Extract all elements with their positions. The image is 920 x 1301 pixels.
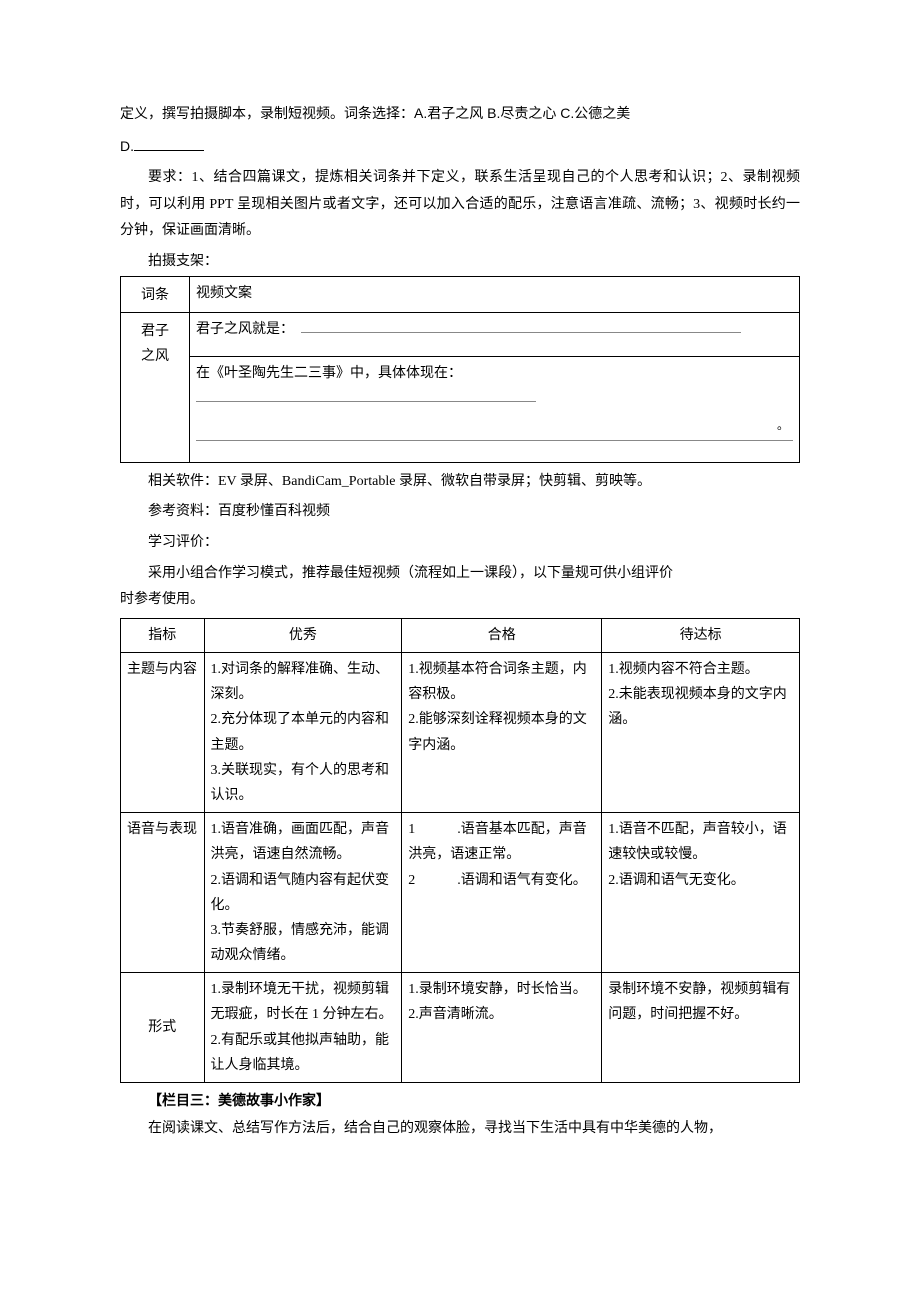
table-row: 指标 优秀 合格 待达标 [121,618,800,652]
intro-line-d: D. [120,133,800,162]
t2-r1-c4: 1.语音不匹配，声音较小，语速较快或较慢。 2.语调和语气无变化。 [602,813,800,973]
t2-r2-c2: 1.录制环境无干扰，视频剪辑无瑕疵，时长在 1 分钟左右。 2.有配乐或其他拟声… [204,973,402,1083]
t2-r0-c1: 主题与内容 [121,653,205,813]
section3-title: 【栏目三：美德故事小作家】 [120,1089,800,1116]
t1-r2-c2: 在《叶圣陶先生二三事》中，具体体现在： 。 [190,356,800,462]
blank-line-full: 。 [196,417,793,440]
t2-r2-c1: 形式 [121,973,205,1083]
table-row: 词条 视频文案 [121,276,800,312]
table-row: 形式 1.录制环境无干扰，视频剪辑无瑕疵，时长在 1 分钟左右。 2.有配乐或其… [121,973,800,1083]
t1-r1-c1-l2: 之风 [141,349,169,364]
t1-r1-c1: 君子 之风 [121,312,190,462]
t2-h2: 合格 [402,618,602,652]
intro-line-1: 定义，撰写拍摄脚本，录制短视频。词条选择：A.君子之风 B.尽责之心 C.公德之… [120,100,800,129]
t2-r2-c3: 1.录制环境安静，时长恰当。 2.声音清晰流。 [402,973,602,1083]
t2-r2-c4: 录制环境不安静，视频剪辑有问题，时间把握不好。 [602,973,800,1083]
software-line: 相关软件：EV 录屏、BandiCam_Portable 录屏、微软自带录屏；快… [120,469,800,496]
table-row: 在《叶圣陶先生二三事》中，具体体现在： 。 [121,356,800,462]
t2-r1-c3: 1 .语音基本匹配，声音洪亮，语速正常。 2 .语调和语气有变化。 [402,813,602,973]
eval-desc-tail: 时参考使用。 [120,587,800,614]
t2-r1-c1: 语音与表现 [121,813,205,973]
requirements-para: 要求：1、结合四篇课文，提炼相关词条并下定义，联系生活呈现自己的个人思考和认识；… [120,165,800,245]
t2-r0-c4: 1.视频内容不符合主题。 2.未能表现视频本身的文字内涵。 [602,653,800,813]
requirements-text: 要求：1、结合四篇课文，提炼相关词条并下定义，联系生活呈现自己的个人思考和认识；… [120,170,800,238]
document-page: 定义，撰写拍摄脚本，录制短视频。词条选择：A.君子之风 B.尽责之心 C.公德之… [0,0,920,1206]
option-d-blank [134,136,204,151]
t1-r1-c1-l1: 君子 [141,324,169,339]
t1-header-col2: 视频文案 [190,276,800,312]
t2-r0-c3: 1.视频基本符合词条主题，内容积极。 2.能够深刻诠释视频本身的文字内涵。 [402,653,602,813]
shoot-frame-table: 词条 视频文案 君子 之风 君子之风就是： 在《叶圣陶先生二三事》中，具体体现在… [120,276,800,463]
section3-title-text: 【栏目三：美德故事小作家】 [148,1094,330,1109]
section3-body: 在阅读课文、总结写作方法后，结合自己的观察体脸，寻找当下生活中具有中华美德的人物… [120,1116,800,1143]
t1-r2-prefix: 在《叶圣陶先生二三事》中，具体体现在： [196,366,462,381]
spacer [196,447,793,458]
t2-r1-c2: 1.语音准确，画面匹配，声音洪亮，语速自然流畅。 2.语调和语气随内容有起伏变化… [204,813,402,973]
t1-r1-c2: 君子之风就是： [190,312,800,356]
table-row: 主题与内容 1.对词条的解释准确、生动、深刻。 2.充分体现了本单元的内容和主题… [121,653,800,813]
option-d-label: D. [120,138,134,154]
eval-desc: 采用小组合作学习模式，推荐最佳短视频（流程如上一课段），以下量规可供小组评价 [120,561,800,588]
rubric-table: 指标 优秀 合格 待达标 主题与内容 1.对词条的解释准确、生动、深刻。 2.充… [120,618,800,1083]
blank-line [196,387,536,402]
shoot-frame-label: 拍摄支架： [120,249,800,276]
t2-r0-c2: 1.对词条的解释准确、生动、深刻。 2.充分体现了本单元的内容和主题。 3.关联… [204,653,402,813]
table-row: 君子 之风 君子之风就是： [121,312,800,356]
eval-label: 学习评价： [120,530,800,557]
blank-line [301,318,741,333]
reference-line: 参考资料：百度秒懂百科视频 [120,499,800,526]
t1-r1-a-prefix: 君子之风就是： [196,322,294,337]
period-marker: 。 [777,415,789,437]
intro-prefix: 定义，撰写拍摄脚本，录制短视频。词条选择： [120,107,414,122]
t2-h3: 待达标 [602,618,800,652]
t2-h0: 指标 [121,618,205,652]
t1-header-col1: 词条 [121,276,190,312]
t2-h1: 优秀 [204,618,402,652]
table-row: 语音与表现 1.语音准确，画面匹配，声音洪亮，语速自然流畅。 2.语调和语气随内… [121,813,800,973]
intro-options: A.君子之风 B.尽责之心 C.公德之美 [414,105,630,121]
